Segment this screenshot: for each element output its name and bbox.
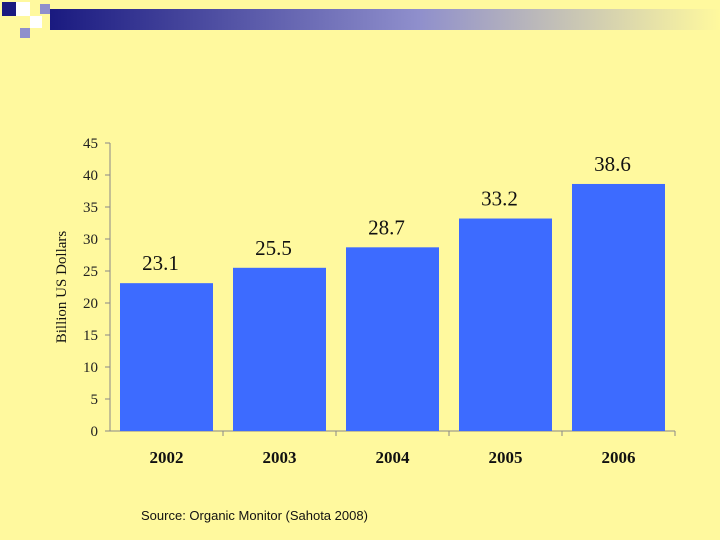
y-tick-label: 30 [83,232,98,248]
bar-2006 [572,183,665,431]
y-tick-label: 45 [83,136,98,152]
data-label: 38.6 [594,152,631,176]
data-label: 28.7 [368,215,405,239]
banner-square-dark [2,2,16,16]
banner-square-light-2 [30,16,42,28]
banner-square-mid [20,28,30,38]
x-tick-label: 2002 [150,448,184,467]
x-tick-label: 2004 [376,448,411,467]
x-tick-label: 2006 [602,448,636,467]
y-tick-label: 15 [83,328,98,344]
bar-2004 [346,247,439,431]
data-label: 23.1 [142,251,179,275]
y-tick-label: 10 [83,360,98,376]
y-tick-label: 35 [83,200,98,216]
y-axis-title: Billion US Dollars [54,231,70,344]
data-label: 25.5 [255,236,292,260]
y-tick-label: 20 [83,296,98,312]
y-tick-label: 5 [91,392,99,408]
banner-square-light [16,2,30,16]
y-tick-label: 40 [83,168,98,184]
x-tick-label: 2005 [489,448,523,467]
banner-gradient-bar [50,9,720,30]
chart-labels: 2002 23.1 2003 25.5 2004 28.7 2005 33.2 2006 38.6 [142,152,635,467]
y-tick-label: 0 [91,424,99,440]
source-note: Source: Organic Monitor (Sahota 2008) [141,508,368,523]
x-tick-label: 2003 [263,448,297,467]
y-tick-label: 25 [83,264,98,280]
bar-2003 [233,267,326,431]
bar-2002 [120,283,213,431]
data-label: 33.2 [481,187,518,211]
title-banner [2,2,720,38]
chart-bars [120,183,665,431]
banner-square-mid-2 [40,4,50,14]
bar-2005 [459,218,552,431]
